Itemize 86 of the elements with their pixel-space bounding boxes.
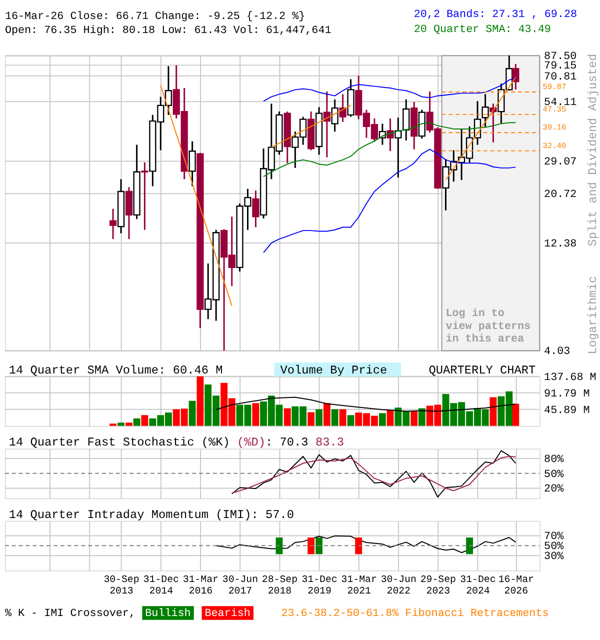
- ref-line-label: 32.40: [542, 142, 567, 151]
- x-tick-label: 31-Mar 2016: [182, 574, 219, 597]
- y-tick-label: 20.72: [544, 189, 577, 202]
- annotation: : 70.3: [266, 436, 308, 450]
- legend-title: % K - IMI Crossover,: [4, 608, 136, 620]
- candlestick: [141, 162, 148, 231]
- y-tick-label: 50%: [544, 468, 564, 481]
- bar: [323, 403, 330, 426]
- candlestick: [402, 98, 410, 142]
- bar: [188, 400, 196, 426]
- text: 23.6-38.2-50-61.8% Fibonacci Retracements: [281, 608, 549, 620]
- x-tick-label: 31-Mar 2021: [341, 574, 377, 597]
- annotation: Volume By Price: [280, 363, 388, 378]
- text: 14 Quarter SMA Volume: 60.46 M: [8, 363, 223, 378]
- y-tick-label: 29.07: [544, 156, 577, 169]
- bar: [339, 409, 346, 426]
- y-tick-label: 4.03: [544, 346, 570, 358]
- text: 20,2 Bands: 27.31 , 69.28: [414, 8, 578, 21]
- y-tick-label: 20%: [544, 484, 564, 496]
- x-tick-label: 31-Dec 2019: [302, 574, 338, 597]
- bar: [410, 411, 418, 426]
- band-label: Log in to view patterns in this area: [446, 308, 531, 346]
- x-tick-label: 31-Dec 2024: [460, 574, 496, 597]
- x-tick-label: 30-Jun 2022: [380, 574, 416, 597]
- bar: [347, 415, 354, 426]
- y-tick-label: 45.89 M: [544, 404, 590, 417]
- x-tick-label: 16-Mar 2026: [498, 574, 534, 597]
- candlestick: [323, 90, 330, 158]
- line-series: [231, 450, 516, 498]
- y-tick-label: 137.68 M: [544, 372, 596, 384]
- candlestick: [482, 93, 489, 128]
- candlestick: [418, 109, 426, 140]
- bar: [284, 408, 291, 426]
- x-tick-label: 28-Sep 2018: [262, 574, 298, 597]
- bar: [512, 404, 520, 426]
- y-tick-label: 79.15: [544, 60, 577, 73]
- y-tick-label: 91.79 M: [544, 388, 590, 400]
- text: Bearish: [204, 608, 250, 620]
- ref-line-label: 47.35: [542, 105, 567, 114]
- annotation: 83.3: [315, 436, 344, 450]
- series-label: 14 Quarter Intraday Momentum (IMI): 57.0: [8, 508, 294, 522]
- bar: [118, 422, 124, 426]
- candlestick: [252, 190, 260, 228]
- bar: [386, 410, 394, 426]
- chart-title: 16-Mar-26 Close: 66.71 Change: -9.25 {-12.2 %}: [4, 10, 306, 23]
- line-series: [216, 396, 516, 412]
- y-tick-label: 80%: [544, 454, 564, 466]
- candlestick: [339, 93, 346, 123]
- text: 14 Quarter Fast Stochastic (%K): [8, 436, 230, 450]
- bar: [490, 397, 497, 426]
- y-tick-label: 70.81: [544, 71, 577, 84]
- candlestick: [188, 140, 196, 187]
- candlestick: [125, 186, 133, 240]
- candlestick: [512, 63, 520, 90]
- candlestick: [490, 102, 497, 144]
- bar: [316, 409, 322, 426]
- y-tick-label: 30%: [544, 551, 564, 564]
- bar: [418, 408, 426, 426]
- text: (%D): [237, 436, 266, 450]
- x-tick-label: 29-Sep 2023: [420, 574, 456, 597]
- bar: [141, 415, 148, 426]
- candlestick: [386, 118, 394, 152]
- line-series: [231, 456, 516, 494]
- y-axis-title: Split and Dividend Adjusted: [586, 54, 600, 246]
- bar: [126, 422, 132, 426]
- annotation: QUARTERLY CHART: [428, 363, 536, 378]
- bar: [133, 418, 140, 426]
- line-series: [263, 148, 516, 254]
- bar: [331, 409, 338, 426]
- x-tick-label: 30-Sep 2013: [104, 574, 140, 597]
- bar: [308, 412, 315, 426]
- bar: [252, 403, 260, 426]
- line-series: [216, 535, 516, 554]
- chart-subtitle: Open: 76.35 High: 80.18 Low: 61.43 Vol: 61,447,641: [4, 24, 332, 37]
- text: Bullish: [145, 608, 191, 620]
- y-tick-label: 12.38: [544, 238, 577, 250]
- bar: [378, 413, 386, 426]
- candlestick: [331, 98, 338, 132]
- candlestick: [109, 208, 117, 240]
- ref-line-label: 59.87: [542, 82, 567, 92]
- text: Logarithmic: [586, 276, 600, 354]
- bar: [196, 376, 204, 426]
- text: 20 Quarter SMA: 43.49: [414, 24, 551, 36]
- ref-line-label: 39.16: [542, 124, 567, 133]
- x-tick-label: 31-Dec 2014: [143, 574, 180, 597]
- x-tick-label: 30-Jun 2017: [222, 574, 258, 597]
